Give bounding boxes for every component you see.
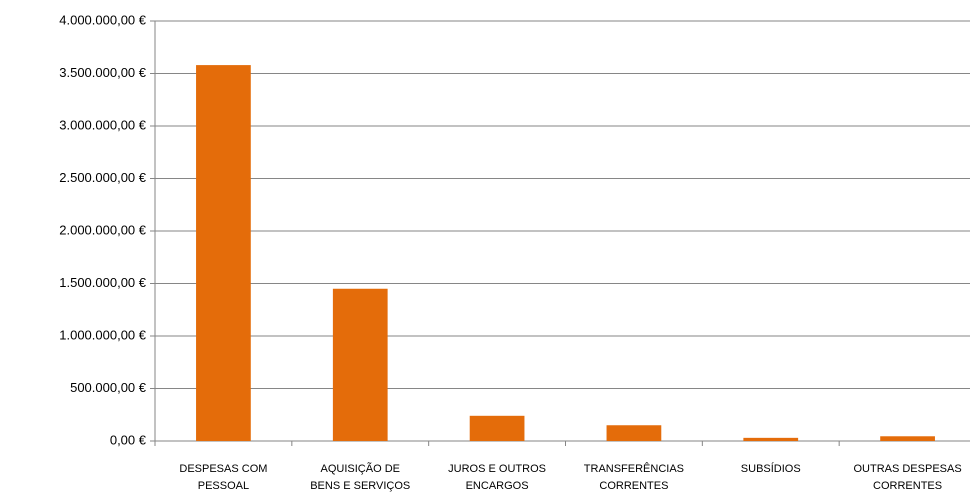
bar xyxy=(469,415,525,441)
x-tick-label: DESPESAS COM xyxy=(179,463,267,475)
bar xyxy=(196,65,251,441)
y-tick-label: 4.000.000,00 € xyxy=(59,12,147,27)
x-tick-label: TRANSFERÊNCIAS xyxy=(584,462,684,475)
x-tick-label: CORRENTES xyxy=(599,480,668,492)
bar xyxy=(606,425,662,441)
x-tick-label: ENCARGOS xyxy=(466,480,529,492)
y-tick-label: 0,00 € xyxy=(110,432,147,447)
bar xyxy=(880,436,935,441)
y-tick-label: 3.000.000,00 € xyxy=(59,117,147,132)
bar xyxy=(743,437,799,441)
bar xyxy=(332,288,388,441)
y-tick-label: 2.500.000,00 € xyxy=(59,170,147,185)
y-tick-label: 2.000.000,00 € xyxy=(59,222,147,237)
x-tick-label: JUROS E OUTROS xyxy=(448,463,546,475)
x-tick-label: AQUISIÇÃO DE xyxy=(321,462,400,475)
x-tick-label: PESSOAL xyxy=(198,480,249,492)
y-tick-label: 3.500.000,00 € xyxy=(59,65,147,80)
y-tick-label: 1.500.000,00 € xyxy=(59,275,147,290)
x-tick-label: BENS E SERVIÇOS xyxy=(310,480,410,492)
y-tick-label: 1.000.000,00 € xyxy=(59,327,147,342)
x-tick-label: SUBSÍDIOS xyxy=(741,462,801,475)
x-tick-label: OUTRAS DESPESAS xyxy=(853,463,961,475)
x-tick-label: CORRENTES xyxy=(873,480,942,492)
y-tick-label: 500.000,00 € xyxy=(70,380,147,395)
